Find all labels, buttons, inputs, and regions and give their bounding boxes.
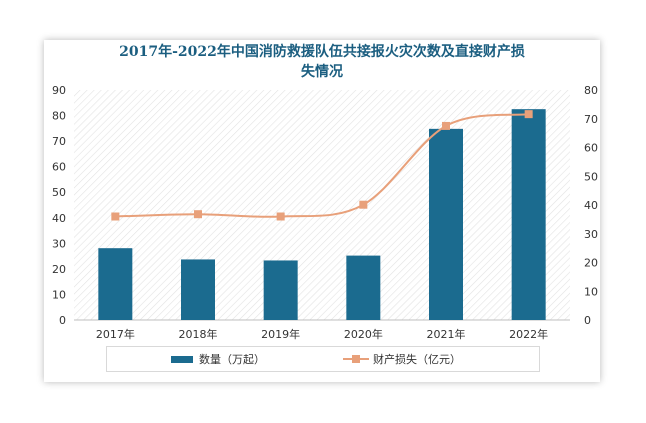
y-left-tick-label: 90 bbox=[52, 84, 66, 97]
legend-bar-label: 数量（万起） bbox=[199, 353, 265, 366]
y-left-tick-label: 80 bbox=[52, 110, 66, 123]
legend-item-line: 财产损失（亿元） bbox=[343, 347, 461, 371]
y-right-tick-label: 30 bbox=[584, 228, 598, 241]
y-left-tick-label: 70 bbox=[52, 135, 66, 148]
x-tick-label: 2022年 bbox=[509, 327, 548, 341]
bar bbox=[181, 259, 215, 320]
y-left-tick-label: 40 bbox=[52, 212, 66, 225]
y-right-tick-label: 10 bbox=[584, 285, 598, 298]
loss-marker bbox=[524, 110, 533, 119]
loss-marker bbox=[276, 212, 285, 221]
loss-marker bbox=[442, 121, 450, 130]
bar bbox=[511, 109, 546, 321]
y-left-tick-label: 30 bbox=[52, 237, 66, 250]
loss-line bbox=[115, 113, 529, 218]
legend-line-label: 财产损失（亿元） bbox=[373, 353, 461, 366]
plot-area-background bbox=[74, 90, 570, 320]
y-left-tick-label: 0 bbox=[59, 314, 66, 327]
y-right-tick-label: 40 bbox=[584, 199, 598, 212]
y-right-tick-label: 80 bbox=[584, 84, 598, 97]
bar bbox=[346, 255, 381, 320]
loss-marker bbox=[111, 212, 120, 221]
y-left-tick-label: 10 bbox=[52, 288, 66, 301]
x-tick-label: 2019年 bbox=[261, 327, 300, 341]
bar bbox=[429, 128, 463, 320]
y-left-tick-label: 50 bbox=[52, 186, 66, 199]
x-tick-label: 2021年 bbox=[427, 327, 466, 341]
legend: 数量（万起） 财产损失（亿元） bbox=[106, 346, 540, 372]
loss-marker bbox=[194, 210, 202, 219]
y-left-tick-label: 20 bbox=[52, 263, 66, 276]
y-right-tick-label: 60 bbox=[584, 142, 598, 155]
bar bbox=[98, 248, 133, 320]
y-right-tick-label: 50 bbox=[584, 170, 598, 183]
y-left-tick-label: 60 bbox=[52, 161, 66, 174]
legend-bar-swatch bbox=[171, 355, 193, 363]
legend-line-swatch bbox=[343, 354, 369, 364]
legend-item-bar: 数量（万起） bbox=[171, 347, 265, 371]
chart-title-line-1: 2017年-2022年中国消防救援队伍共接报火灾次数及直接财产损 bbox=[119, 44, 525, 60]
x-tick-label: 2017年 bbox=[96, 327, 135, 341]
chart-title-line-2: 失情况 bbox=[301, 64, 343, 80]
y-right-tick-label: 20 bbox=[584, 257, 598, 270]
x-tick-label: 2020年 bbox=[344, 327, 383, 341]
chart-title: 2017年-2022年中国消防救援队伍共接报火灾次数及直接财产损 失情况 bbox=[56, 42, 588, 82]
x-tick-label: 2018年 bbox=[179, 327, 218, 341]
loss-marker bbox=[359, 200, 368, 209]
bar bbox=[263, 260, 298, 320]
y-right-tick-label: 0 bbox=[584, 314, 591, 327]
y-right-tick-label: 70 bbox=[584, 113, 598, 126]
